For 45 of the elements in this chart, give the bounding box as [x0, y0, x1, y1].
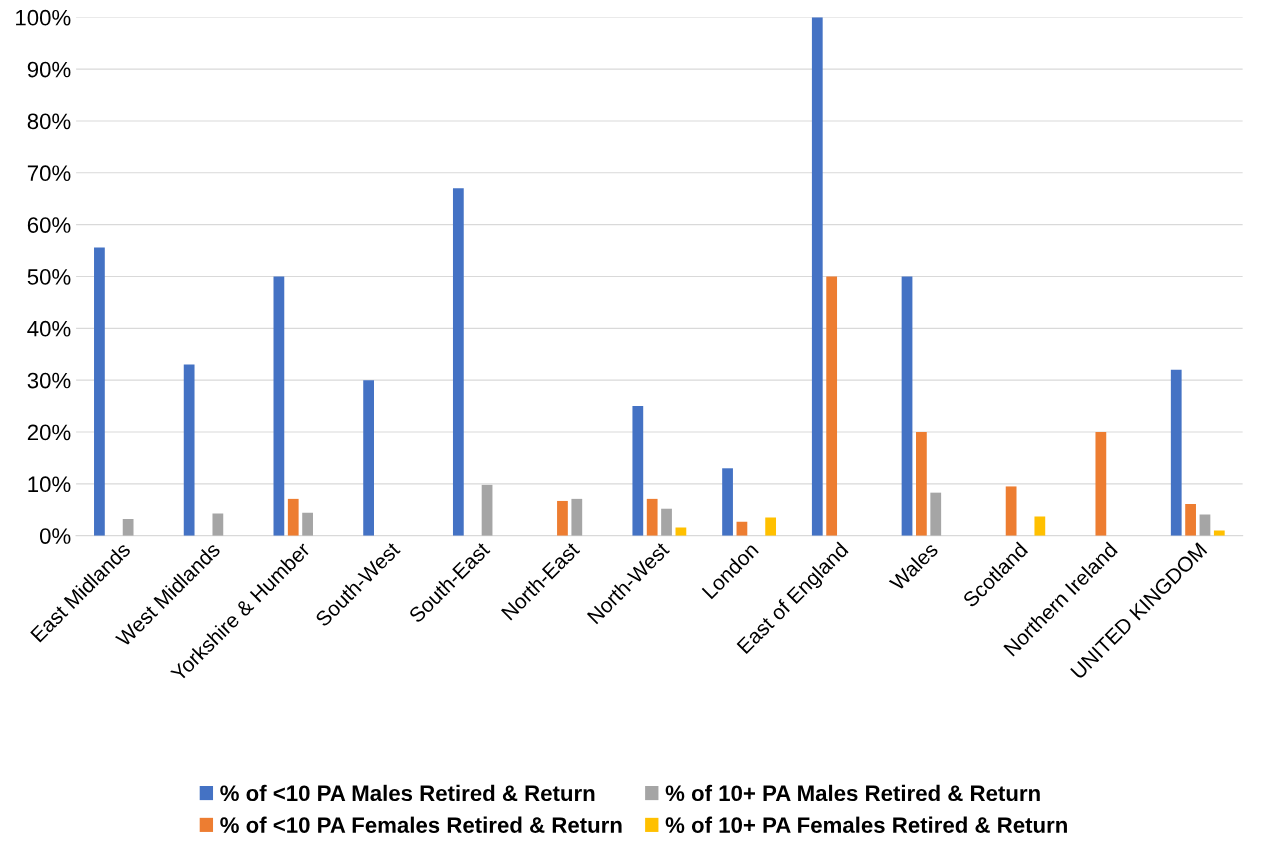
- y-tick-label: 60%: [27, 217, 71, 233]
- bar: [1213, 530, 1225, 536]
- bar: [1034, 516, 1046, 536]
- bar: [452, 188, 464, 536]
- y-tick-label: 20%: [27, 424, 71, 441]
- bar: [287, 498, 299, 536]
- bar: [632, 406, 644, 536]
- bar: [94, 247, 105, 536]
- y-tick-label: 40%: [27, 320, 71, 337]
- bar: [916, 432, 927, 536]
- legend-label: % of <10 PA Males Retired & Return: [220, 784, 595, 802]
- y-tick-label: 10%: [28, 476, 71, 493]
- bar: [1170, 369, 1182, 536]
- bar: [661, 508, 672, 536]
- bar: [212, 513, 224, 536]
- bar: [571, 498, 583, 536]
- bar: [1185, 504, 1196, 536]
- bar: [122, 519, 134, 536]
- bar: [1199, 514, 1211, 536]
- bar: [765, 517, 777, 536]
- y-tick-label: 70%: [27, 165, 71, 182]
- legend-label: % of 10+ PA Males Retired & Return: [665, 784, 1040, 802]
- y-tick-label: 50%: [27, 269, 71, 285]
- legend-label: % of <10 PA Females Retired & Return: [220, 816, 622, 833]
- bar: [646, 498, 658, 536]
- y-tick-label: 90%: [27, 61, 71, 78]
- bar: [481, 484, 493, 536]
- bar: [302, 512, 313, 536]
- bar: [675, 527, 687, 536]
- bar: [826, 276, 838, 536]
- bar: [1095, 432, 1107, 536]
- bar: [811, 17, 823, 536]
- y-tick-label: 80%: [27, 113, 71, 130]
- bar: [363, 380, 374, 536]
- y-tick-label: 0%: [39, 528, 71, 544]
- bar: [183, 364, 195, 536]
- bar: [557, 500, 568, 536]
- y-tick-label: 100%: [16, 9, 71, 26]
- bar: [1005, 486, 1017, 536]
- legend-label: % of 10+ PA Females Retired & Return: [665, 816, 1067, 833]
- bar: [901, 276, 913, 536]
- bar: [273, 276, 285, 536]
- bar: [930, 492, 942, 536]
- y-tick-label: 30%: [27, 372, 71, 389]
- bar: [722, 468, 733, 536]
